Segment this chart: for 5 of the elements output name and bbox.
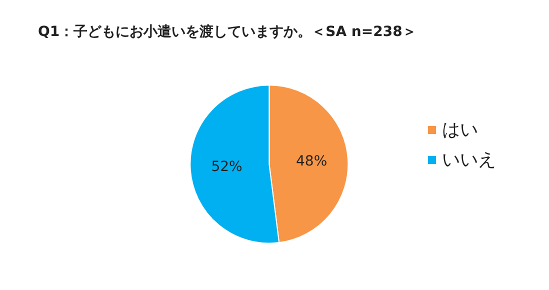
legend-label: はい [442,120,478,140]
data-label: 48% [296,154,328,170]
legend-label: いいえ [442,150,496,170]
chart-title: Q1：子どもにお小遣いを渡していますか。＜SA n=238＞ [38,23,416,40]
data-label: 52% [211,158,242,175]
